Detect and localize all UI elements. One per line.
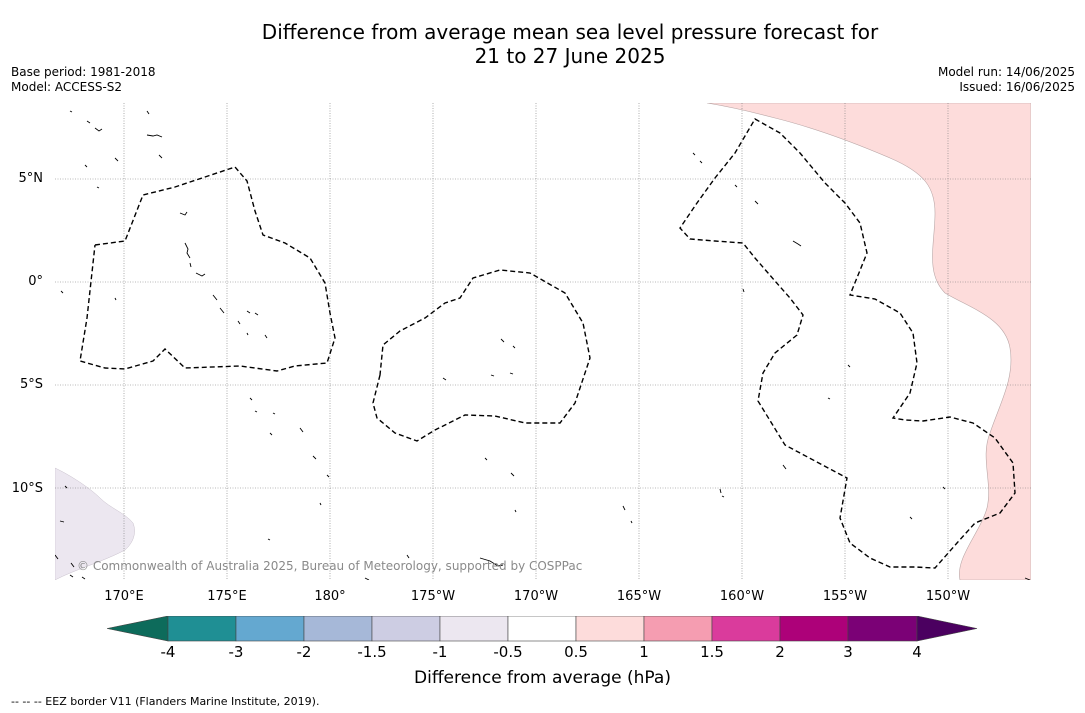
lon-label-160w: 160°W xyxy=(719,589,765,604)
colorbar-tick-3: -2 xyxy=(296,643,312,661)
lon-label-170e: 170°E xyxy=(104,589,144,604)
meta-left: Base period: 1981-2018 Model: ACCESS-S2 xyxy=(11,65,156,95)
colorbar-bin-8 xyxy=(643,616,713,642)
lon-label-175e: 175°E xyxy=(207,589,247,604)
model-name: Model: ACCESS-S2 xyxy=(11,80,123,94)
lat-label-5n: 5°N xyxy=(18,171,44,186)
colorbar-bin-11 xyxy=(847,616,918,642)
colorbar-tick-8: 1 xyxy=(639,643,649,661)
eez-border-line-islands xyxy=(679,118,1016,569)
colorbar-tick-1: -4 xyxy=(160,643,176,661)
lon-label-165w: 165°W xyxy=(616,589,662,604)
colorbar-tick-12: 4 xyxy=(912,643,922,661)
colorbar-tick-5: -1 xyxy=(432,643,448,661)
title-line-1: Difference from average mean sea level p… xyxy=(261,20,879,44)
islands xyxy=(55,110,1031,580)
lat-label-10s: 10°S xyxy=(11,481,43,496)
meta-right: Model run: 14/06/2025 Issued: 16/06/2025 xyxy=(938,65,1075,95)
colorbar-bin-9 xyxy=(711,616,781,642)
map-title: Difference from average mean sea level p… xyxy=(0,20,1085,68)
colorbar-bin-3 xyxy=(303,616,373,642)
colorbar-bin-1 xyxy=(167,616,237,642)
map-svg xyxy=(55,103,1031,580)
colorbar-bin-4 xyxy=(371,616,441,642)
colorbar-high-extend xyxy=(916,616,978,642)
colorbar-bin-6 xyxy=(507,616,577,642)
colorbar-bin-5 xyxy=(439,616,509,642)
colorbar-bin-10 xyxy=(779,616,849,642)
lon-label-180: 180° xyxy=(314,589,346,604)
gridlines xyxy=(55,103,1031,580)
colorbar-low-extend xyxy=(107,616,169,642)
colorbar-tick-11: 3 xyxy=(843,643,853,661)
eez-borders xyxy=(79,118,1016,569)
colorbar-tick-7: 0.5 xyxy=(564,643,588,661)
colorbar-tick-6: -0.5 xyxy=(493,643,523,661)
negative-anomaly-region xyxy=(55,467,135,580)
lon-label-170w: 170°W xyxy=(513,589,559,604)
positive-anomaly-region xyxy=(706,103,1031,580)
eez-border-tuvalu-tokelau xyxy=(372,269,591,442)
lon-label-175w: 175°W xyxy=(410,589,456,604)
title-line-2: 21 to 27 June 2025 xyxy=(474,44,666,68)
copyright-notice: © Commonwealth of Australia 2025, Bureau… xyxy=(77,559,583,573)
lon-label-155w: 155°W xyxy=(822,589,868,604)
colorbar-label: Difference from average (hPa) xyxy=(414,668,671,688)
colorbar xyxy=(107,616,978,642)
colorbar-tick-9: 1.5 xyxy=(700,643,724,661)
colorbar-bin-2 xyxy=(235,616,305,642)
issued-date: Issued: 16/06/2025 xyxy=(959,80,1075,94)
base-period: Base period: 1981-2018 xyxy=(11,65,156,79)
colorbar-tick-2: -3 xyxy=(228,643,244,661)
colorbar-bin-7 xyxy=(575,616,645,642)
lat-label-0: 0° xyxy=(28,274,43,289)
map-panel xyxy=(55,103,1031,580)
colorbar-tick-4: -1.5 xyxy=(357,643,387,661)
colorbar-tick-10: 2 xyxy=(775,643,785,661)
model-run: Model run: 14/06/2025 xyxy=(937,65,1075,79)
lon-label-150w: 150°W xyxy=(925,589,971,604)
eez-footnote: -- -- -- EEZ border V11 (Flanders Marine… xyxy=(11,695,320,708)
lat-label-5s: 5°S xyxy=(19,377,43,392)
eez-border-kiribati-gilberts xyxy=(79,166,336,372)
